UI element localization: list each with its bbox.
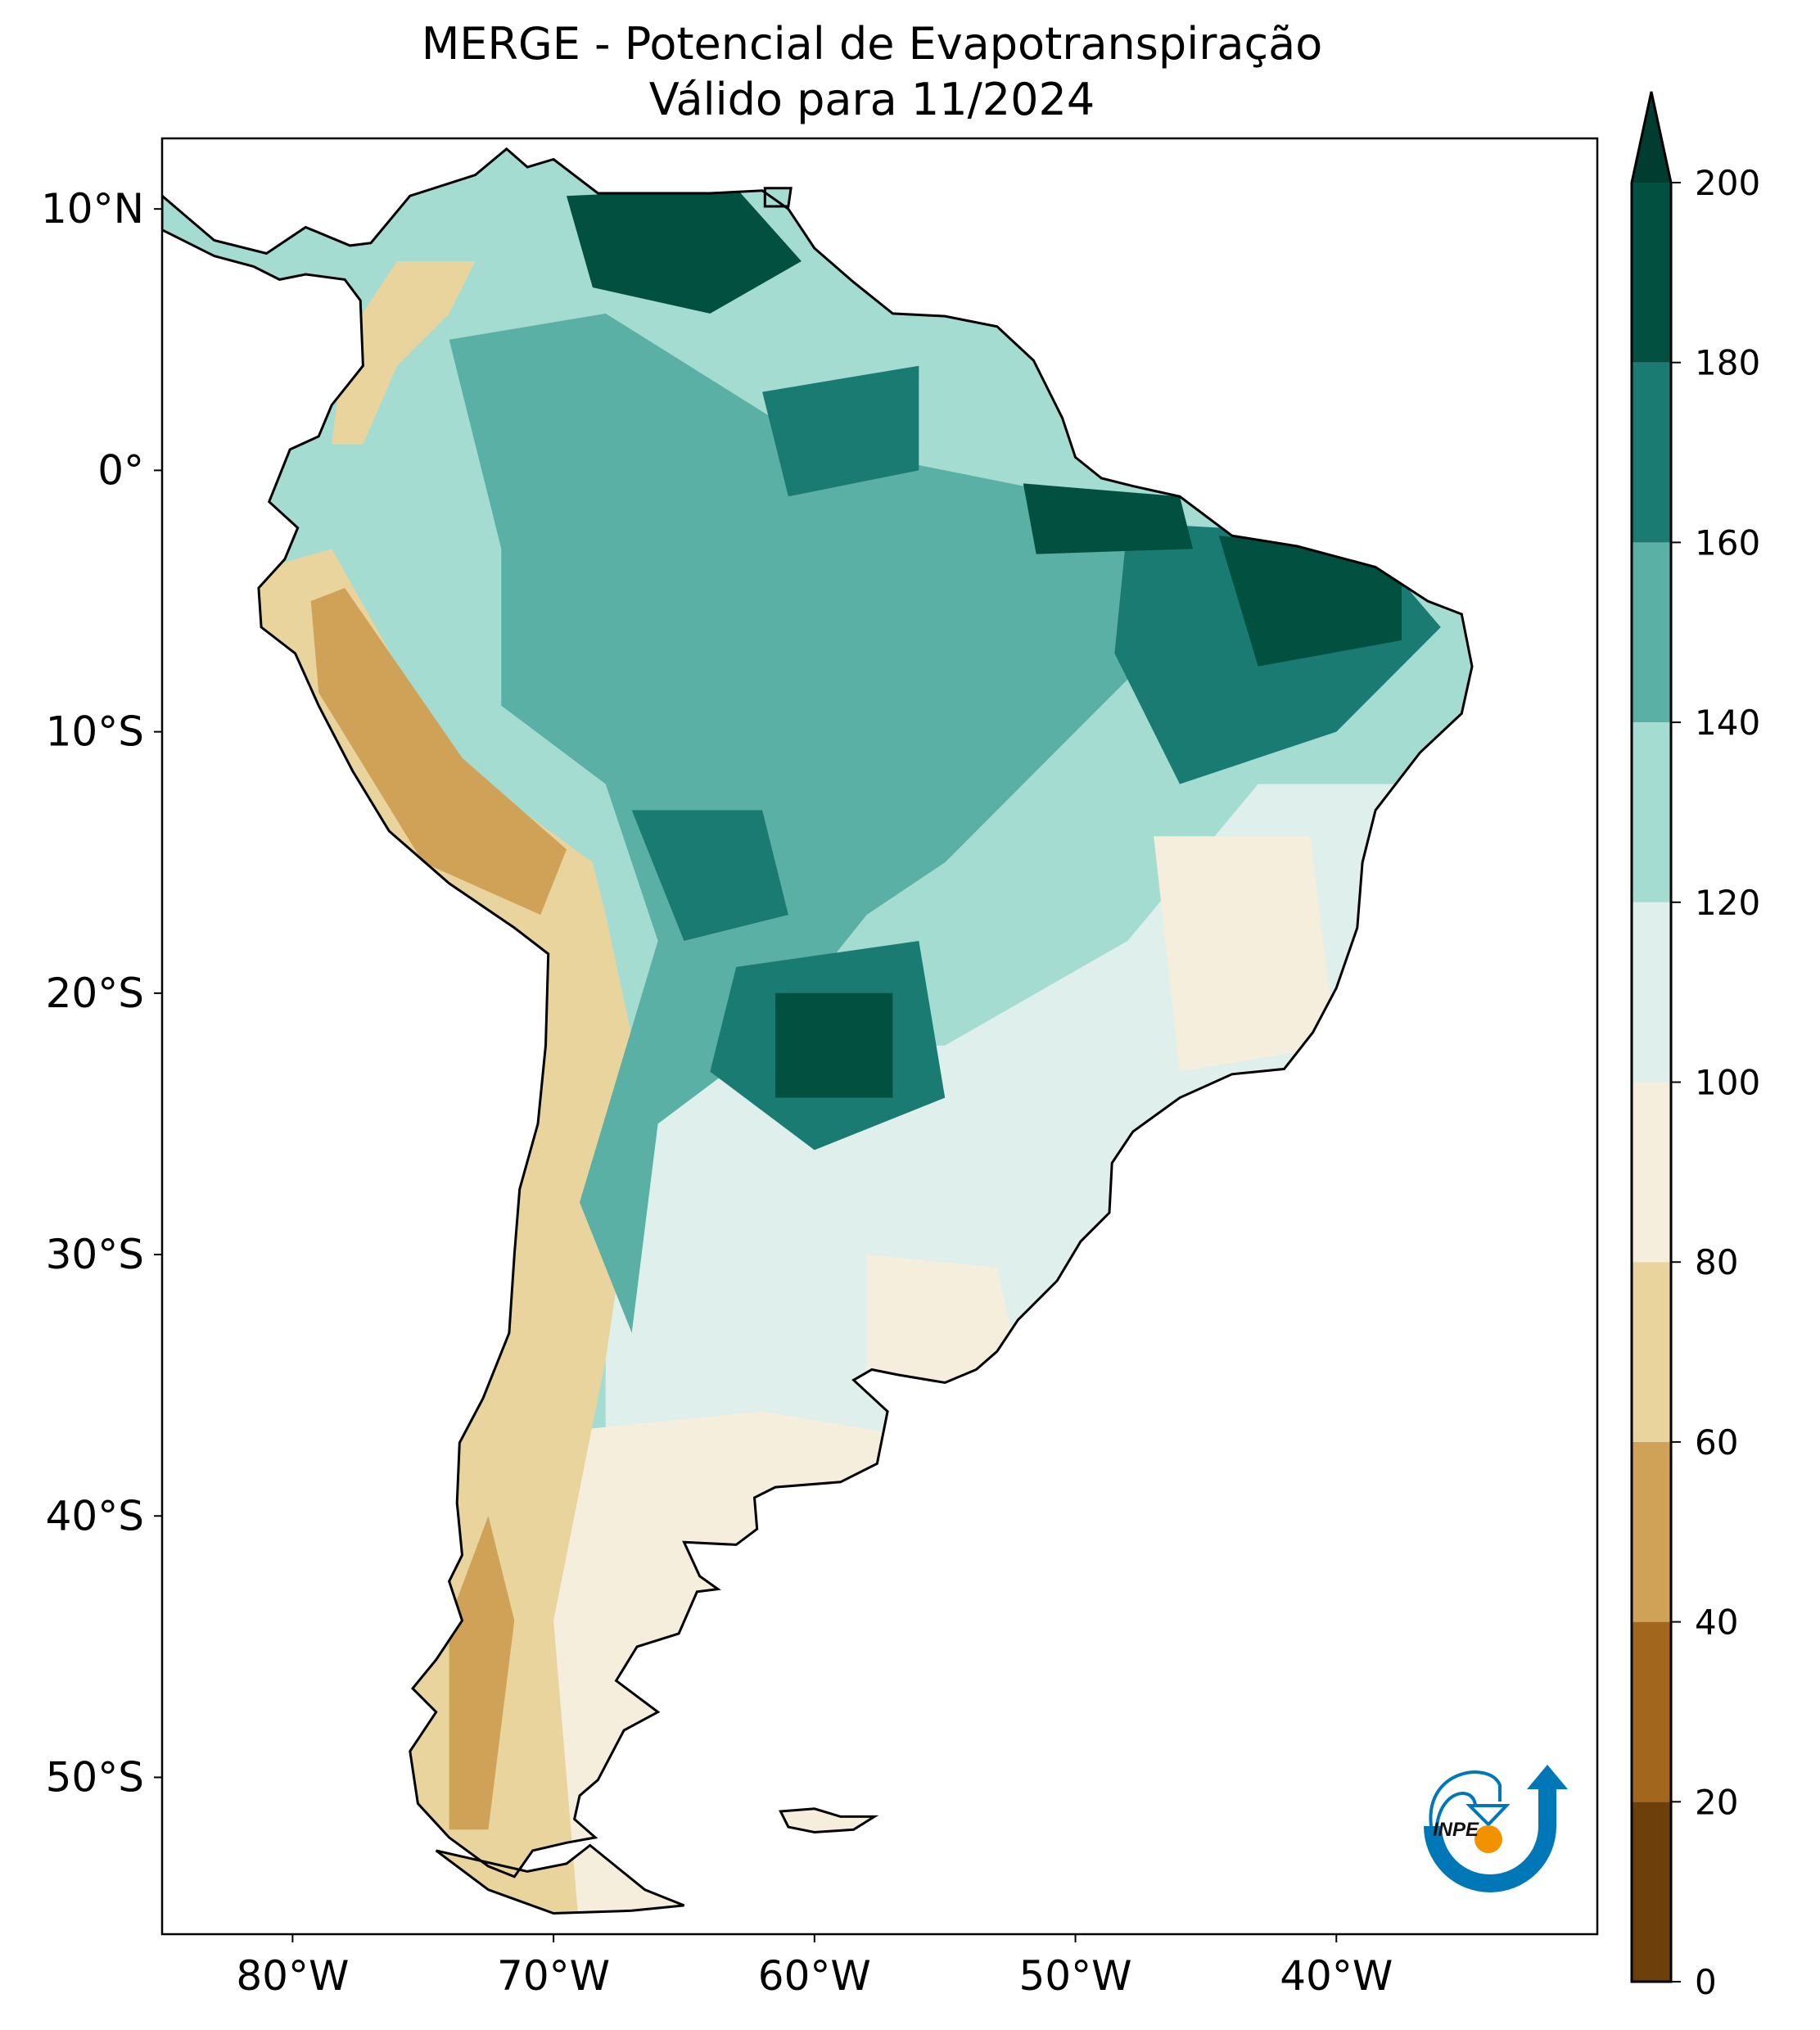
field-region-160-180 xyxy=(631,810,788,941)
lat-tick-label: 10°S xyxy=(46,708,144,756)
lat-tick-label: 30°S xyxy=(46,1231,144,1278)
colorbar-tick-label: 160 xyxy=(1695,522,1760,563)
colorbar-segment-20-40 xyxy=(1632,1621,1671,1802)
field-region-180-200 xyxy=(775,992,893,1098)
field-region-80-100 xyxy=(866,1255,1023,1386)
chart-title-line1: MERGE - Potencial de Evapotranspiração xyxy=(421,18,1323,70)
field-region-80-100 xyxy=(1154,836,1337,1072)
longitude-axis: 80°W 70°W 60°W 50°W 40°W xyxy=(236,1934,1393,2000)
latitude-axis: 10°N 0° 10°S 20°S 30°S 40°S 50°S xyxy=(41,185,162,1801)
coastline-path xyxy=(435,1843,685,1915)
colorbar-segment-160-180 xyxy=(1632,362,1671,543)
colorbar-tick-label: 20 xyxy=(1695,1782,1738,1822)
colorbar-tick-label: 100 xyxy=(1695,1063,1760,1103)
logo-sun-icon xyxy=(1475,1825,1502,1853)
colorbar-segment-120-140 xyxy=(1632,722,1671,902)
chart-title-line2: Válido para 11/2024 xyxy=(648,74,1095,125)
field-region-60-80 xyxy=(332,261,476,445)
lon-tick-label: 40°W xyxy=(1280,1952,1393,2000)
coastline-path xyxy=(162,147,1474,1879)
field-region-160-180 xyxy=(762,365,919,497)
lon-tick-label: 80°W xyxy=(236,1952,349,2000)
lat-tick-label: 10°N xyxy=(41,185,144,233)
colorbar-tick-label: 140 xyxy=(1695,703,1760,743)
colorbar-tick-label: 60 xyxy=(1695,1422,1738,1463)
colorbar-segment-80-100 xyxy=(1632,1082,1671,1263)
field-region-40-60 xyxy=(449,1516,515,1830)
lon-tick-label: 70°W xyxy=(497,1952,610,2000)
lat-tick-label: 50°S xyxy=(46,1753,144,1801)
colorbar-outline xyxy=(1630,91,1673,1983)
field-region-180-200 xyxy=(567,188,802,314)
colorbar-segment-100-120 xyxy=(1632,902,1671,1083)
svg-text:INPE: INPE xyxy=(1433,1819,1479,1841)
colorbar-tick-label: 180 xyxy=(1695,343,1760,383)
field-region-40-60 xyxy=(310,588,567,916)
inpe-logo: INPE xyxy=(1424,1765,1568,1892)
colorbar-tick-label: 200 xyxy=(1695,163,1760,203)
colorbar-tick-label: 120 xyxy=(1695,883,1760,923)
field-region-140-160 xyxy=(449,313,1206,1333)
lon-tick-label: 50°W xyxy=(1019,1952,1132,2000)
colorbar: 0 20 40 60 80 100 120 140 160 180 200 xyxy=(1630,91,1760,2002)
lat-tick-label: 40°S xyxy=(46,1492,144,1539)
colorbar-tick-label: 80 xyxy=(1695,1242,1738,1282)
field-region-80-100 xyxy=(501,1411,1076,1914)
lat-tick-label: 0° xyxy=(97,446,144,494)
field-region-180-200 xyxy=(1218,536,1402,667)
colorbar-segment-140-160 xyxy=(1632,542,1671,723)
colorbar-extend-arrow xyxy=(1632,92,1671,183)
coastline-path xyxy=(779,1807,879,1834)
colorbar-segment-180-200 xyxy=(1632,183,1671,363)
colorbar-segment-60-80 xyxy=(1632,1262,1671,1442)
colorbar-segment-40-60 xyxy=(1632,1441,1671,1622)
map-frame xyxy=(160,137,1599,1936)
field-region-180-200 xyxy=(1023,483,1193,554)
coastline-path xyxy=(763,187,793,208)
colorbar-segment-0-20 xyxy=(1632,1802,1671,1982)
coastline xyxy=(162,147,1474,1915)
colorbar-tick-label: 40 xyxy=(1695,1603,1738,1643)
lon-tick-label: 60°W xyxy=(758,1952,871,2000)
lat-tick-label: 20°S xyxy=(46,970,144,1017)
colorbar-tick-label: 0 xyxy=(1695,1962,1717,2002)
